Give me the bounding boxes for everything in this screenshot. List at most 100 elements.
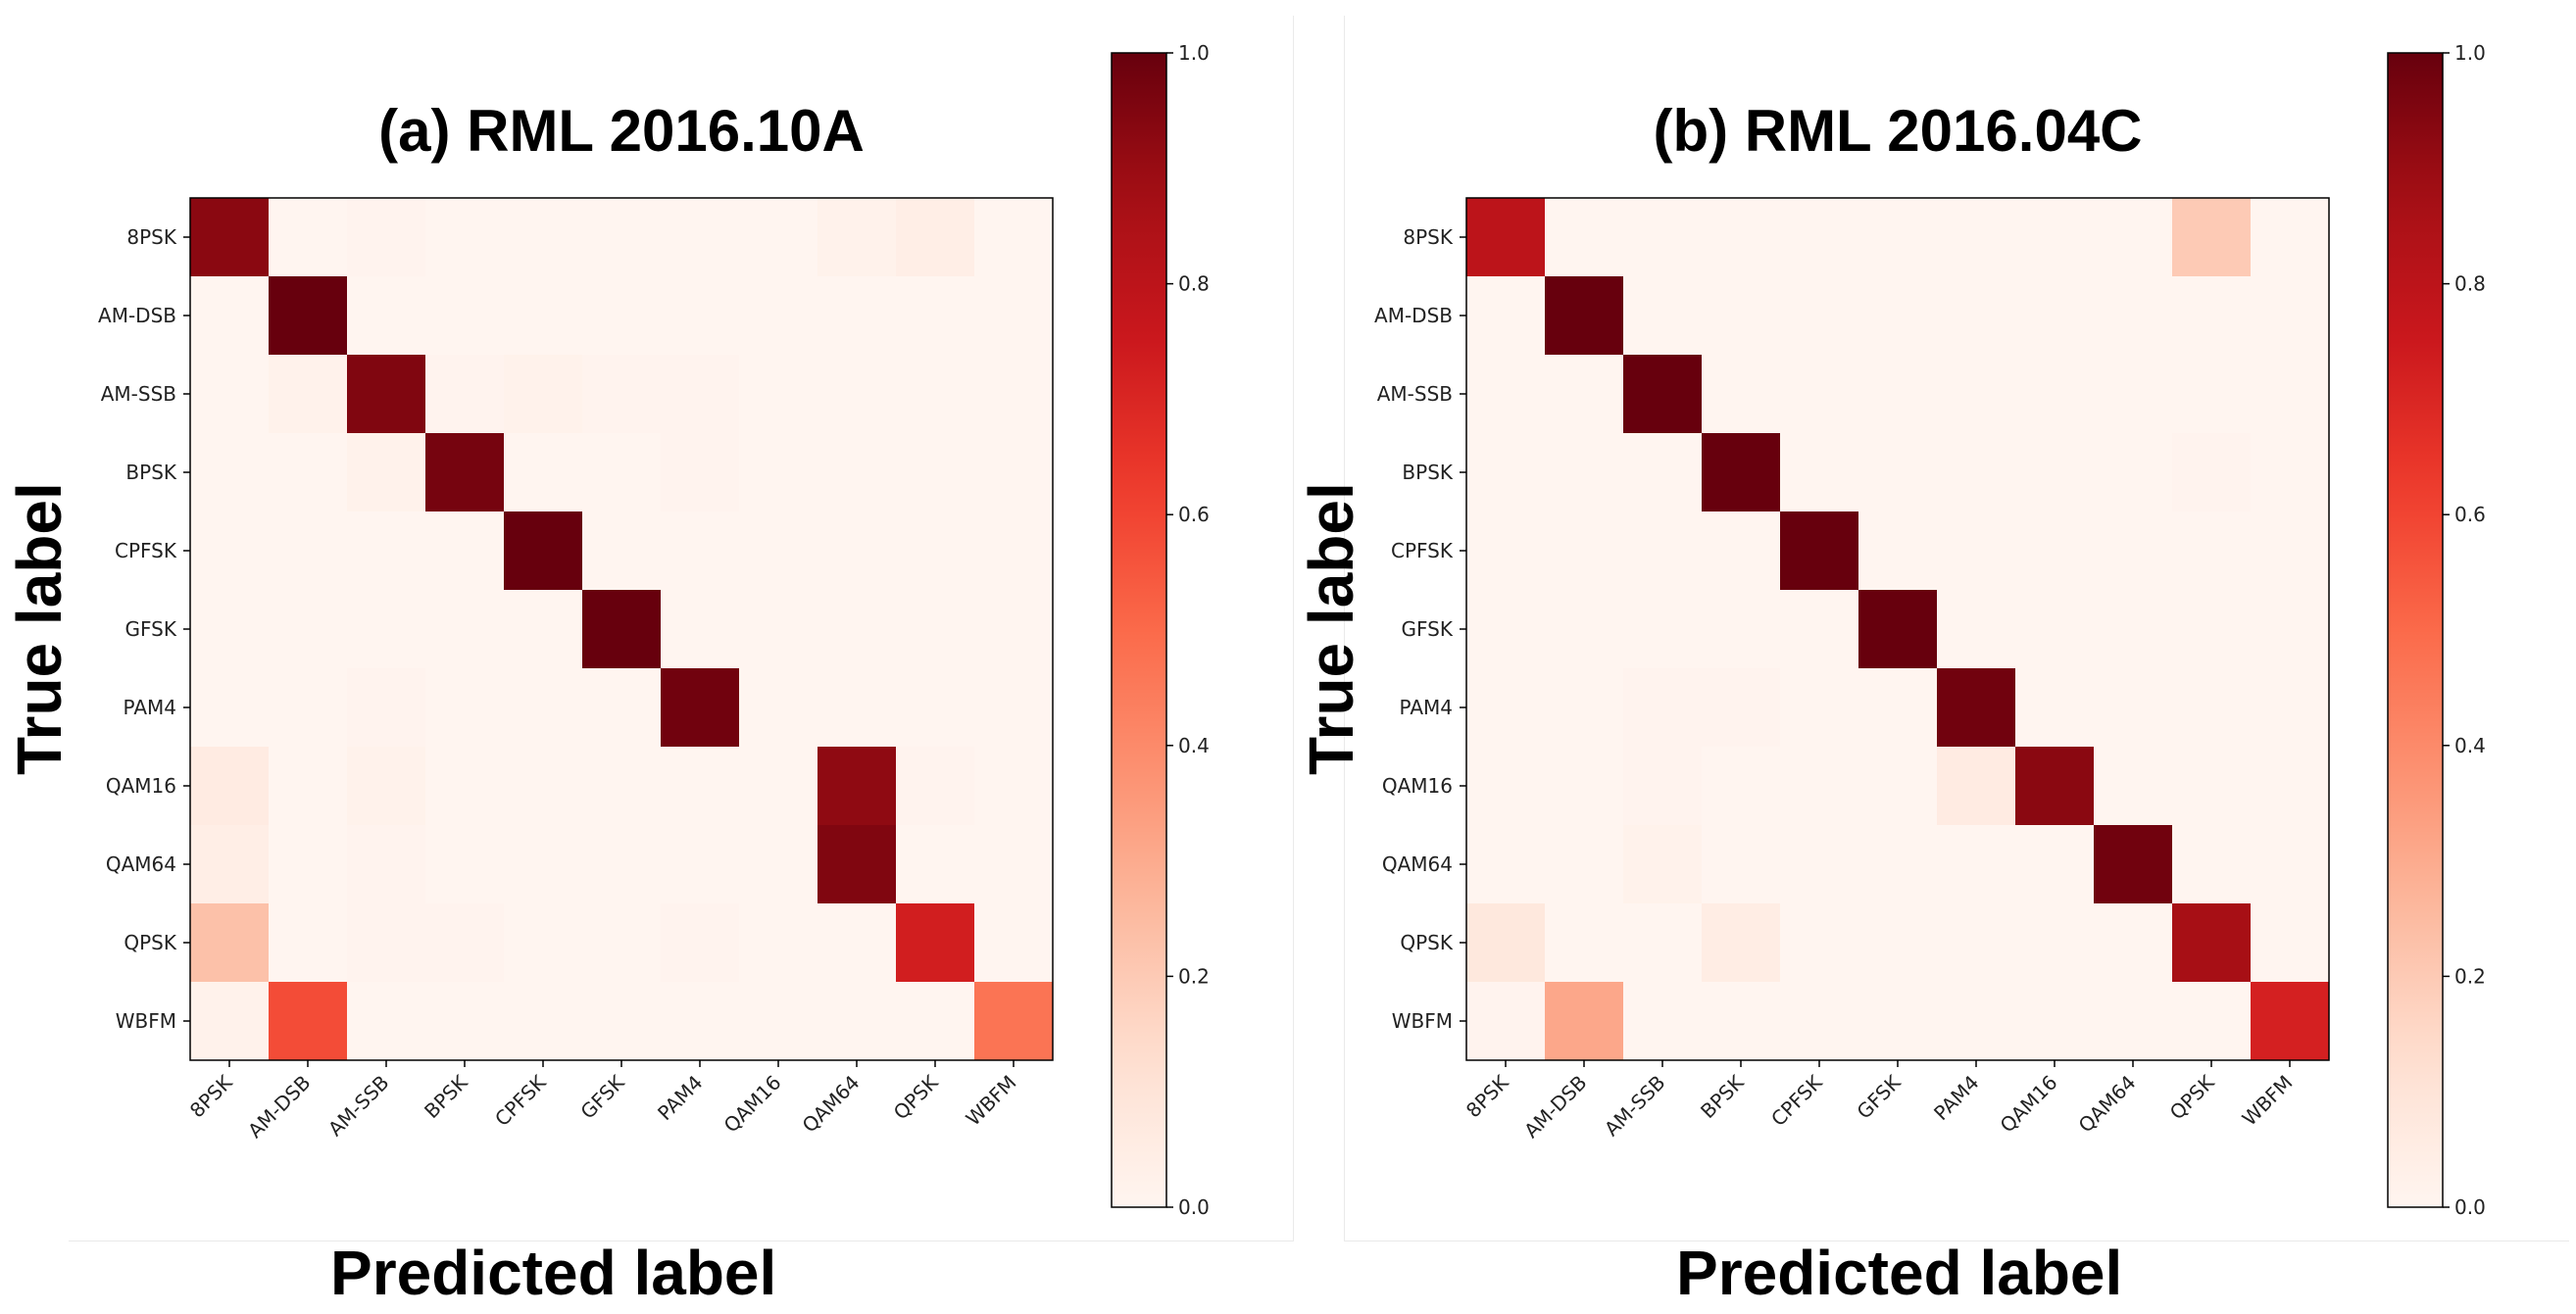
heatmap-cell bbox=[1545, 198, 1624, 277]
heatmap-cell bbox=[582, 825, 662, 904]
heatmap-cell bbox=[347, 590, 426, 669]
colorbar-tick-label: 0.4 bbox=[1178, 734, 1210, 757]
heatmap-cell bbox=[347, 903, 426, 983]
heatmap-cell bbox=[269, 747, 348, 826]
heatmap-cell bbox=[896, 668, 975, 748]
heatmap-cell bbox=[1466, 433, 1546, 512]
heatmap-cell bbox=[1466, 590, 1546, 669]
heatmap-cell bbox=[504, 433, 583, 512]
heatmap-cell bbox=[739, 825, 818, 904]
y-axis-label-b: True label bbox=[1296, 482, 1366, 775]
x-tick-label: AM-DSB bbox=[1519, 1071, 1592, 1144]
heatmap-cell bbox=[504, 511, 583, 591]
heatmap-cell bbox=[1937, 433, 2016, 512]
heatmap-cell bbox=[974, 276, 1054, 356]
heatmap-cell bbox=[739, 198, 818, 277]
heatmap-cell bbox=[2015, 982, 2095, 1061]
heatmap-cell bbox=[347, 276, 426, 356]
heatmap-cell bbox=[1937, 511, 2016, 591]
heatmap-cell bbox=[2094, 982, 2173, 1061]
x-tick-label: AM-SSB bbox=[323, 1071, 394, 1142]
heatmap-cell bbox=[661, 590, 740, 669]
colorbar-tick-label: 0.8 bbox=[2454, 272, 2486, 296]
heatmap-cell bbox=[2172, 982, 2252, 1061]
heatmap-cell bbox=[269, 433, 348, 512]
y-tick-label: GFSK bbox=[125, 617, 177, 641]
heatmap-cell bbox=[190, 276, 270, 356]
heatmap-cell bbox=[739, 276, 818, 356]
colorbar-tick-label: 0.8 bbox=[1178, 272, 1210, 296]
heatmap-cell bbox=[817, 982, 897, 1061]
y-tick-label: PAM4 bbox=[124, 696, 176, 719]
heatmap-cell bbox=[1466, 355, 1546, 434]
y-tick-label: AM-SSB bbox=[1377, 382, 1453, 406]
heatmap-cell bbox=[2094, 668, 2173, 748]
heatmap-cell bbox=[1623, 355, 1703, 434]
x-tick-label: AM-DSB bbox=[243, 1071, 316, 1144]
heatmap-cell bbox=[896, 433, 975, 512]
heatmap-cell bbox=[2172, 668, 2252, 748]
heatmap-cell bbox=[1623, 747, 1703, 826]
x-tick-label: CPFSK bbox=[490, 1070, 551, 1131]
heatmap-cell bbox=[425, 198, 505, 277]
heatmap-cell bbox=[1466, 511, 1546, 591]
heatmap-cell bbox=[1466, 198, 1546, 277]
x-tick-label: WBFM bbox=[2238, 1071, 2298, 1131]
heatmap-cell bbox=[1702, 355, 1781, 434]
heatmap-cell bbox=[2094, 198, 2173, 277]
y-tick-label: QAM16 bbox=[1382, 774, 1453, 798]
x-tick-label: 8PSK bbox=[185, 1070, 237, 1122]
heatmap-cell bbox=[2172, 276, 2252, 356]
x-axis-label-a: Predicted label bbox=[330, 1238, 777, 1308]
heatmap-cell bbox=[1702, 198, 1781, 277]
y-tick-label: AM-DSB bbox=[1374, 304, 1453, 327]
heatmap-cell bbox=[347, 825, 426, 904]
heatmap-cell bbox=[2094, 511, 2173, 591]
heatmap-cell bbox=[817, 433, 897, 512]
heatmap-cell bbox=[347, 747, 426, 826]
heatmap-cell bbox=[504, 825, 583, 904]
heatmap-cell bbox=[817, 747, 897, 826]
heatmap-cell bbox=[1623, 825, 1703, 904]
heatmap-cell bbox=[269, 276, 348, 356]
heatmap-cell bbox=[425, 903, 505, 983]
heatmap-cell bbox=[661, 825, 740, 904]
y-tick-label: CPFSK bbox=[115, 539, 177, 562]
colorbar-tick-label: 1.0 bbox=[1178, 41, 1210, 65]
heatmap-cell bbox=[817, 276, 897, 356]
heatmap-cell bbox=[1858, 276, 1938, 356]
heatmap-cell bbox=[190, 668, 270, 748]
x-tick-label: QAM16 bbox=[1996, 1071, 2062, 1138]
heatmap-cell bbox=[2172, 355, 2252, 434]
heatmap-cell bbox=[739, 982, 818, 1061]
heatmap-cell bbox=[1858, 590, 1938, 669]
heatmap-cell bbox=[347, 511, 426, 591]
heatmap-cell bbox=[2172, 825, 2252, 904]
y-tick-label: QPSK bbox=[124, 931, 176, 954]
heatmap-cell bbox=[269, 355, 348, 434]
heatmap-cell bbox=[2251, 590, 2330, 669]
heatmap-cell bbox=[1623, 276, 1703, 356]
y-tick-label: CPFSK bbox=[1391, 539, 1454, 562]
heatmap-cell bbox=[582, 198, 662, 277]
heatmap-cell bbox=[661, 433, 740, 512]
heatmap-cell bbox=[504, 590, 583, 669]
heatmap-cell bbox=[1545, 433, 1624, 512]
x-tick-label: CPFSK bbox=[1766, 1070, 1827, 1131]
heatmap-cell bbox=[269, 903, 348, 983]
heatmap-cell bbox=[2251, 747, 2330, 826]
heatmap-cell bbox=[2015, 668, 2095, 748]
heatmap-cell bbox=[1937, 590, 2016, 669]
heatmap-cell bbox=[582, 668, 662, 748]
colorbar-tick-label: 0.2 bbox=[1178, 964, 1210, 988]
x-tick-label: QAM64 bbox=[798, 1071, 865, 1138]
heatmap-cell bbox=[739, 511, 818, 591]
heatmap-cell bbox=[2015, 590, 2095, 669]
y-tick-label: BPSK bbox=[1402, 461, 1453, 484]
heatmap-cell bbox=[974, 511, 1054, 591]
heatmap-cell bbox=[1858, 198, 1938, 277]
heatmap-cell bbox=[1858, 982, 1938, 1061]
x-tick-label: 8PSK bbox=[1461, 1070, 1513, 1122]
heatmap-cell bbox=[1780, 903, 1859, 983]
x-tick-label: WBFM bbox=[962, 1071, 1021, 1131]
